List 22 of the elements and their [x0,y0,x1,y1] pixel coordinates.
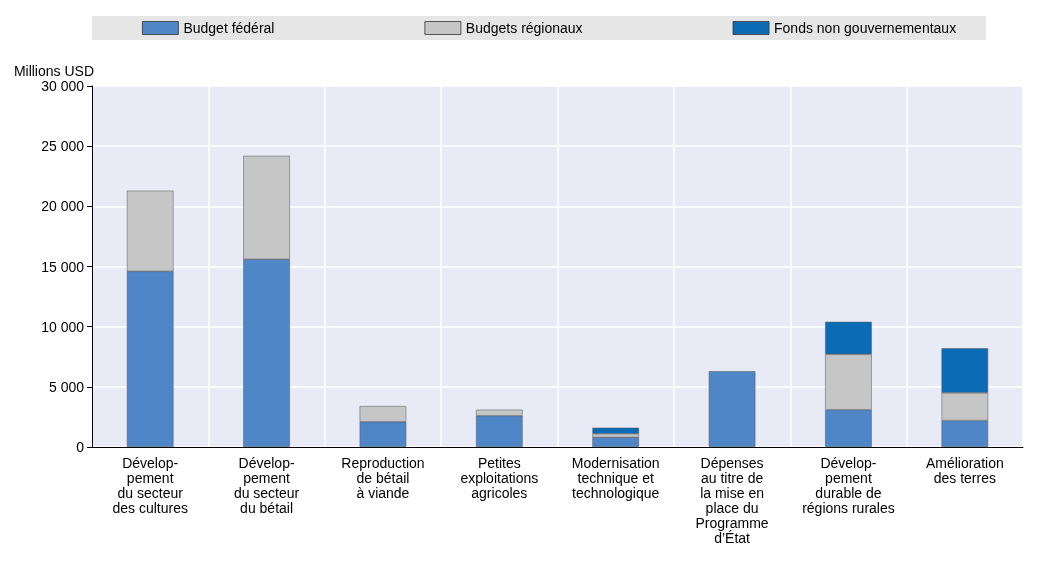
y-tick-label: 5 000 [48,378,85,395]
x-tick-label: Petites exploitations agricoles [460,454,539,501]
x-tick-label: Amélioration des terres [925,454,1004,486]
legend-label: Fonds non gouvernementaux [774,20,957,36]
y-tick-label: 10 000 [41,318,85,335]
y-tick-label: 0 [76,439,85,455]
x-tick-label: Dévelop- pement durable de régions rurales [802,454,895,516]
bar [708,371,756,447]
y-tick-label: 15 000 [41,258,85,275]
bar [592,437,639,447]
legend-label: Budgets régionaux [465,20,583,36]
y-tick-label: 20 000 [41,198,85,215]
x-tick-label: Dépenses au titre de la mise en place du Programme d’État [695,454,769,546]
x-tick-label: Dévelop- pement du secteur du bétail [233,454,300,516]
legend-label: Budget fédéral [183,20,275,36]
x-tick-label: Modernisation technique et technologique [571,454,660,501]
y-axis-title: Millions USD [13,63,94,79]
x-tick-label: Dévelop- pement du secteur des cultures [112,454,188,516]
y-tick-label: 30 000 [41,78,85,94]
x-tick-label: Reproduction de bétail à viande [341,454,425,501]
bar [592,427,639,434]
y-tick-label: 25 000 [41,138,85,155]
